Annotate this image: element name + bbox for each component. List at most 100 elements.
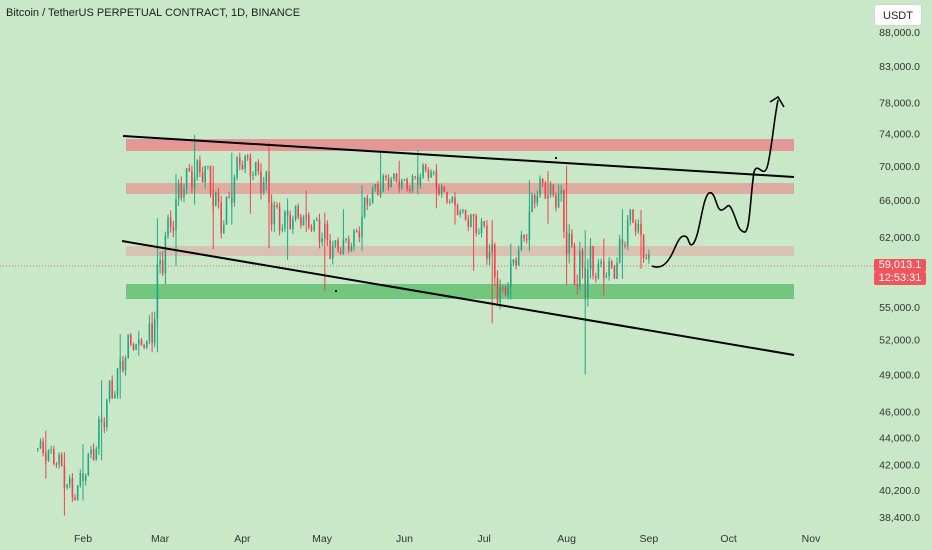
- candle-body: [358, 231, 361, 238]
- candle-body: [215, 192, 217, 207]
- candle-body: [387, 177, 390, 187]
- candle-body: [201, 171, 204, 183]
- candle-body: [496, 277, 499, 303]
- candle-body: [90, 449, 92, 454]
- candle-body: [225, 196, 228, 225]
- x-tick-label: Jul: [477, 533, 490, 545]
- y-tick-label: 40,200.0: [879, 485, 920, 497]
- last-price-label: 59,013.1: [874, 259, 926, 272]
- candle-body: [382, 175, 384, 191]
- candle-body: [148, 323, 151, 341]
- candle-body: [254, 162, 257, 175]
- candle-body: [167, 217, 169, 236]
- candle-body: [294, 205, 297, 220]
- candle-body: [549, 184, 552, 195]
- candle-body: [292, 219, 294, 229]
- candle-body: [393, 173, 395, 179]
- candle-body: [39, 441, 42, 449]
- candle-body: [515, 259, 517, 266]
- candle-body: [369, 203, 371, 205]
- candle-body: [371, 188, 374, 204]
- candle-body: [302, 217, 305, 226]
- chart-title: Bitcoin / TetherUS PERPETUAL CONTRACT, 1…: [6, 7, 301, 19]
- candle-body: [124, 357, 127, 371]
- candle-body: [347, 238, 350, 251]
- candle-body: [403, 179, 406, 181]
- candle-body: [53, 449, 55, 464]
- candle-body: [199, 160, 201, 172]
- candle-body: [600, 261, 602, 264]
- candle-body: [544, 183, 547, 199]
- candle-body: [108, 380, 111, 400]
- candle-body: [355, 230, 358, 232]
- candle-body: [252, 174, 254, 176]
- candle-body: [37, 448, 39, 450]
- y-tick-label: 49,000.0: [879, 369, 920, 381]
- y-tick-label: 62,000.0: [879, 232, 920, 244]
- candle-body: [467, 219, 470, 227]
- candle-body: [143, 345, 145, 348]
- candle-body: [350, 246, 353, 251]
- candle-body: [579, 250, 581, 287]
- candle-body: [241, 164, 244, 170]
- y-tick-label: 46,000.0: [879, 406, 920, 418]
- candle-body: [284, 211, 286, 229]
- candle-body: [571, 233, 573, 247]
- candle-body: [448, 201, 451, 203]
- candle-body: [161, 260, 164, 274]
- candle-body: [499, 287, 501, 303]
- candle-body: [132, 344, 135, 350]
- candle-body: [541, 179, 544, 183]
- candle-body: [451, 197, 454, 202]
- candle-body: [478, 233, 480, 234]
- candle-body: [605, 276, 608, 278]
- x-tick-label: Mar: [151, 533, 170, 545]
- candle-body: [504, 287, 507, 296]
- candle-body: [244, 156, 246, 170]
- y-tick-label: 42,000.0: [879, 460, 920, 472]
- candle-body: [632, 209, 634, 223]
- candle-body: [595, 276, 597, 279]
- candle-body: [377, 184, 379, 195]
- candle-body: [414, 176, 416, 178]
- candle-body: [520, 234, 523, 250]
- candle-body: [411, 176, 414, 191]
- candle-body: [135, 344, 137, 350]
- x-tick-label: Nov: [802, 533, 821, 545]
- candle-body: [185, 168, 188, 189]
- x-tick-label: Apr: [234, 533, 251, 545]
- candle-body: [512, 259, 515, 264]
- x-axis: Feb Mar Apr May Jun Jul Aug Sep Oct Nov: [74, 533, 821, 545]
- x-tick-label: Sep: [640, 533, 659, 545]
- candle-body: [95, 448, 98, 461]
- countdown-label: 12:53:31: [874, 272, 926, 285]
- candle-body: [502, 287, 504, 289]
- candle-body: [55, 463, 58, 465]
- candle-body: [560, 190, 563, 194]
- candle-body: [334, 240, 337, 246]
- candle-body: [326, 223, 329, 241]
- candle-body: [122, 360, 124, 371]
- candle-body: [589, 246, 592, 270]
- candle-body: [308, 214, 310, 228]
- candle-body: [645, 258, 648, 260]
- candle-body: [555, 195, 557, 208]
- candle-body: [281, 228, 284, 231]
- candle-body: [610, 261, 613, 268]
- candle-body: [310, 227, 313, 231]
- currency-button[interactable]: USDT: [874, 4, 922, 26]
- candle-body: [446, 191, 448, 202]
- candle-body: [188, 168, 191, 172]
- candle-body: [217, 192, 220, 203]
- candle-body: [486, 225, 488, 259]
- x-tick-label: Aug: [557, 533, 576, 545]
- candle-body: [462, 209, 464, 212]
- candle-body: [114, 394, 116, 399]
- candle-body: [424, 164, 427, 171]
- candle-body: [66, 484, 68, 488]
- candle-body: [419, 177, 422, 186]
- candle-body: [525, 238, 528, 240]
- resistance-zone-mid: [126, 246, 794, 256]
- candle-body: [339, 251, 342, 254]
